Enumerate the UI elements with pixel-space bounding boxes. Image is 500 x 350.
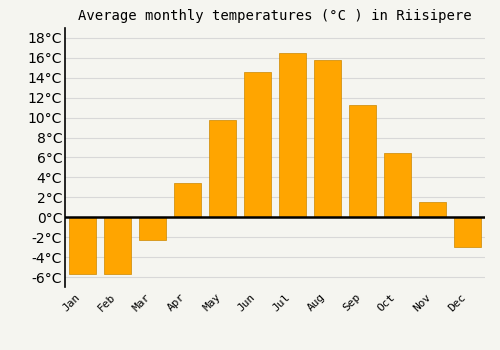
Title: Average monthly temperatures (°C ) in Riisipere: Average monthly temperatures (°C ) in Ri… (78, 9, 472, 23)
Bar (280, 53, 305, 217)
Bar (350, 105, 376, 217)
Bar (384, 153, 410, 217)
Bar (140, 217, 166, 240)
Bar (314, 60, 340, 217)
Bar (104, 217, 130, 274)
Bar (454, 217, 480, 247)
Bar (420, 202, 446, 217)
Bar (244, 72, 270, 217)
Bar (174, 183, 201, 217)
Bar (70, 217, 96, 274)
Bar (210, 120, 236, 217)
